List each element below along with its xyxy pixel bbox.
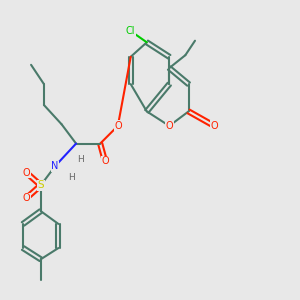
Text: H: H bbox=[68, 173, 75, 182]
Text: O: O bbox=[166, 121, 173, 131]
Text: O: O bbox=[211, 121, 218, 131]
Text: N: N bbox=[52, 161, 59, 171]
Text: H: H bbox=[77, 155, 84, 164]
Text: O: O bbox=[114, 121, 122, 131]
Text: S: S bbox=[38, 180, 44, 190]
Text: O: O bbox=[22, 193, 30, 203]
Text: O: O bbox=[22, 167, 30, 178]
Text: O: O bbox=[101, 156, 109, 166]
Text: Cl: Cl bbox=[126, 26, 136, 36]
